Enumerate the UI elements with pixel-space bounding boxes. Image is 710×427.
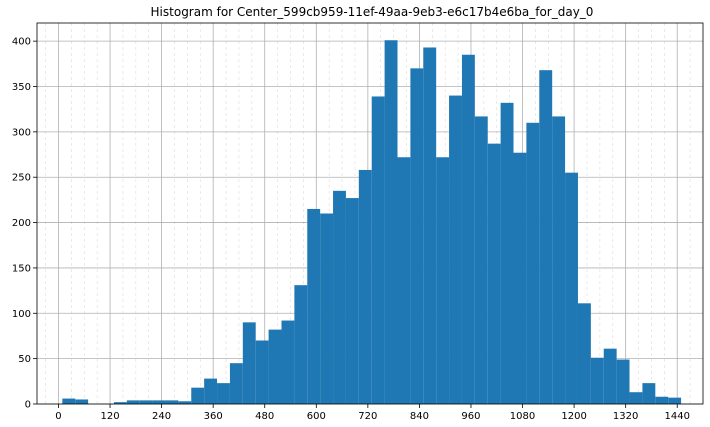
x-tick-label: 240 (152, 411, 171, 422)
histogram-bar (204, 378, 218, 404)
y-tick-label: 400 (12, 37, 31, 48)
y-tick-label: 200 (12, 218, 31, 229)
histogram-bar (526, 122, 540, 405)
histogram-bar (449, 95, 462, 405)
x-tick-label: 960 (461, 411, 480, 422)
histogram-bar (410, 68, 424, 404)
histogram-bar (487, 143, 501, 404)
histogram-bar (655, 396, 669, 404)
x-tick-label: 600 (307, 411, 326, 422)
histogram-bar (603, 348, 617, 404)
histogram-bar (397, 157, 411, 404)
x-tick-label: 1320 (613, 411, 638, 422)
y-tick-label: 150 (12, 263, 31, 274)
x-tick-label: 1200 (561, 411, 586, 422)
histogram-bar (229, 363, 243, 404)
x-axis: 0 120 240 360 480 600 720 840 960 1080 1200 1320 144… (55, 404, 690, 422)
plot-frame (36, 22, 704, 405)
histogram-bar (294, 285, 308, 404)
histogram-bar (217, 383, 230, 404)
histogram-bar (513, 152, 527, 404)
y-tick-label: 100 (12, 309, 31, 320)
y-tick-label: 0 (25, 400, 31, 411)
histogram-bar (126, 400, 140, 404)
x-tick-label: 0 (55, 411, 61, 422)
histogram-bar (139, 400, 153, 404)
y-axis: 0 50 100 150 200 250 300 350 400 (12, 37, 37, 411)
histogram-bar (474, 116, 488, 404)
histogram-bar (358, 169, 372, 404)
histogram-bar (552, 116, 566, 404)
histogram-bars (62, 40, 682, 405)
y-tick-label: 250 (12, 173, 31, 184)
histogram-bar (178, 401, 192, 404)
histogram-bar (616, 359, 630, 404)
x-tick-label: 1080 (510, 411, 535, 422)
histogram-bar (345, 198, 359, 404)
histogram-bar (165, 400, 179, 404)
x-tick-label: 120 (100, 411, 119, 422)
chart-title: Histogram for Center_599cb959-11ef-49aa-… (151, 5, 594, 19)
histogram-bar (333, 190, 346, 404)
histogram-bar (384, 40, 398, 404)
y-tick-label: 300 (12, 127, 31, 138)
x-tick-label: 840 (410, 411, 429, 422)
histogram-bar (191, 387, 205, 404)
histogram-bar (255, 340, 269, 404)
histogram-bar (565, 172, 578, 404)
histogram-bar (152, 400, 166, 404)
histogram-bar (62, 398, 76, 404)
histogram-bar (75, 399, 89, 404)
histogram-bar (668, 397, 682, 404)
x-tick-label: 480 (255, 411, 274, 422)
x-tick-label: 360 (204, 411, 223, 422)
histogram-bar (577, 303, 591, 404)
y-tick-label: 350 (12, 82, 31, 93)
x-tick-label: 720 (358, 411, 377, 422)
histogram-bar (268, 329, 282, 404)
histogram-bar (113, 402, 127, 404)
histogram-bar (629, 392, 643, 404)
histogram-bar (307, 208, 321, 404)
histogram-bar (320, 213, 334, 404)
histogram-bar (461, 54, 475, 404)
histogram-bar (539, 70, 553, 405)
histogram-bar (242, 322, 256, 404)
x-tick-label: 1440 (664, 411, 689, 422)
histogram-bar (423, 47, 437, 404)
histogram-bar (590, 357, 604, 404)
histogram-bar (436, 157, 450, 404)
histogram-bar (371, 96, 385, 404)
histogram-bar (281, 320, 295, 404)
y-tick-label: 50 (18, 354, 31, 365)
histogram-bar (500, 102, 514, 404)
histogram-bar (642, 383, 656, 404)
